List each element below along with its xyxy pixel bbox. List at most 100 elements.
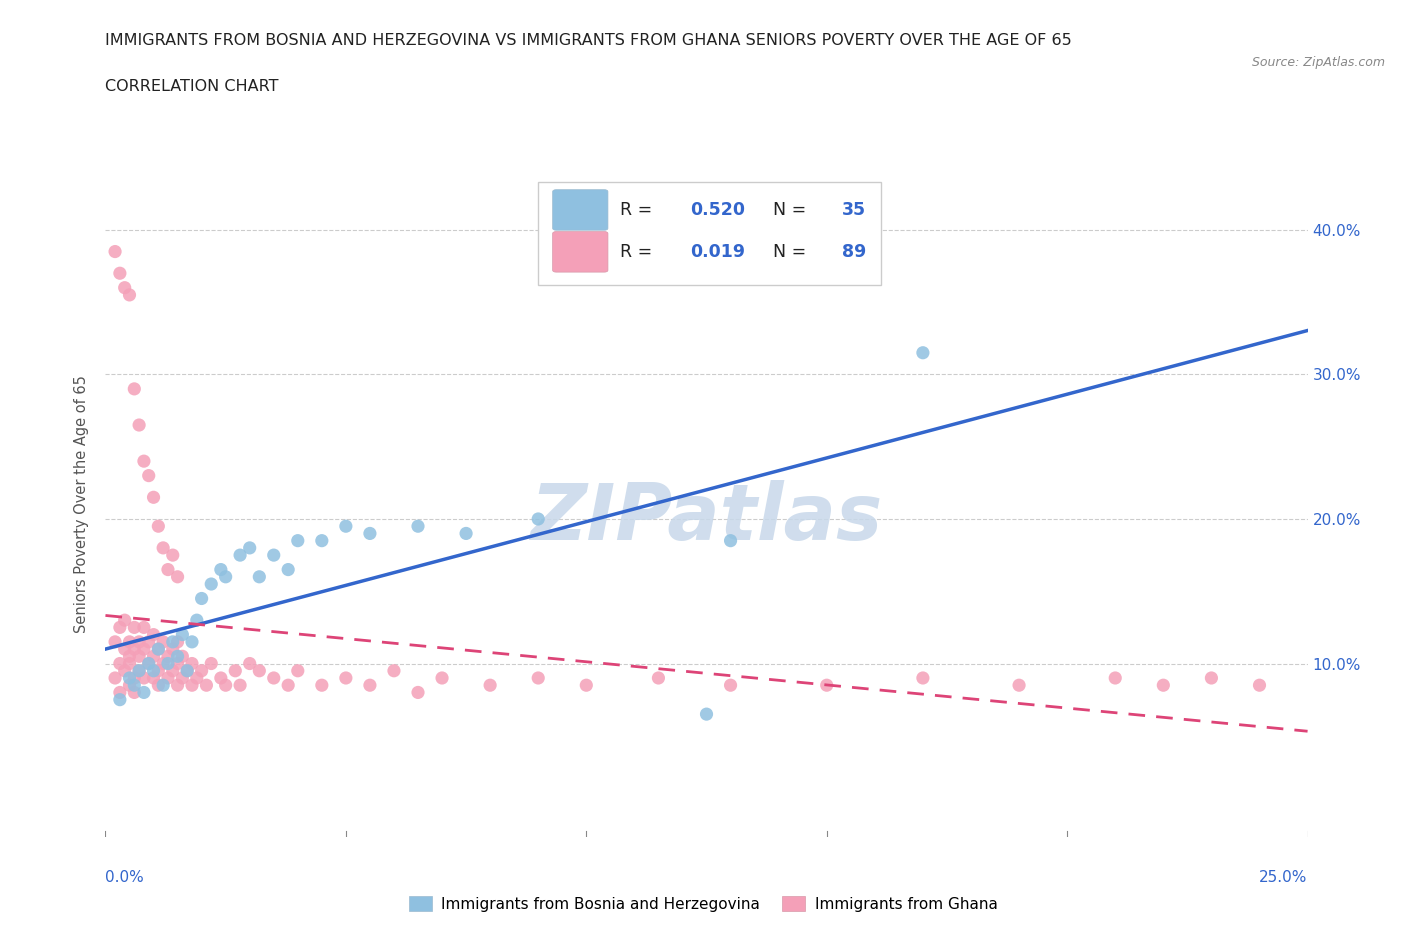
Point <box>911 671 934 685</box>
Point <box>124 620 146 635</box>
Point <box>382 663 405 678</box>
Point <box>118 671 141 685</box>
Point <box>114 280 136 295</box>
Point <box>359 678 381 693</box>
Point <box>1008 678 1031 693</box>
Point <box>247 663 270 678</box>
Point <box>132 671 155 685</box>
Point <box>108 685 131 700</box>
Point <box>166 634 188 649</box>
Point <box>209 562 232 577</box>
Point <box>287 663 309 678</box>
Point <box>406 519 429 534</box>
Point <box>696 707 718 722</box>
Point <box>132 685 155 700</box>
Point <box>224 663 246 678</box>
Point <box>156 656 179 671</box>
Point <box>124 642 146 657</box>
Point <box>152 634 174 649</box>
Text: IMMIGRANTS FROM BOSNIA AND HERZEGOVINA VS IMMIGRANTS FROM GHANA SENIORS POVERTY : IMMIGRANTS FROM BOSNIA AND HERZEGOVINA V… <box>105 33 1073 47</box>
Point <box>152 540 174 555</box>
Point <box>114 613 136 628</box>
Point <box>124 381 146 396</box>
Point <box>186 671 208 685</box>
Point <box>527 512 550 526</box>
Point <box>406 685 429 700</box>
Text: R =: R = <box>620 201 658 219</box>
Point <box>214 569 236 584</box>
Point <box>142 490 165 505</box>
Point <box>166 656 188 671</box>
Point <box>181 678 204 693</box>
Point <box>1104 671 1126 685</box>
Text: 89: 89 <box>842 243 866 260</box>
Point <box>263 671 285 685</box>
Point <box>181 656 204 671</box>
Point <box>118 656 141 671</box>
Point <box>162 634 184 649</box>
Point <box>181 634 204 649</box>
Point <box>277 562 299 577</box>
Point <box>186 613 208 628</box>
Point <box>128 649 150 664</box>
Point <box>104 244 127 259</box>
Legend: Immigrants from Bosnia and Herzegovina, Immigrants from Ghana: Immigrants from Bosnia and Herzegovina, … <box>402 889 1004 918</box>
Point <box>124 671 146 685</box>
Point <box>1152 678 1174 693</box>
Point <box>162 663 184 678</box>
Point <box>118 634 141 649</box>
Point <box>108 692 131 707</box>
Point <box>229 678 252 693</box>
Point <box>162 548 184 563</box>
Point <box>172 671 194 685</box>
Point <box>277 678 299 693</box>
Point <box>132 642 155 657</box>
Text: ZIPatlas: ZIPatlas <box>530 480 883 556</box>
Point <box>132 620 155 635</box>
Point <box>142 671 165 685</box>
Point <box>138 656 160 671</box>
Point <box>166 678 188 693</box>
Point <box>190 663 212 678</box>
Point <box>166 569 188 584</box>
Point <box>815 678 838 693</box>
Point <box>128 663 150 678</box>
Point <box>138 656 160 671</box>
Point <box>148 519 170 534</box>
Point <box>118 649 141 664</box>
Point <box>142 663 165 678</box>
Point <box>247 569 270 584</box>
Point <box>152 678 174 693</box>
Point <box>454 526 477 541</box>
Point <box>335 671 357 685</box>
Point <box>156 649 179 664</box>
Point <box>128 634 150 649</box>
Point <box>128 418 150 432</box>
Point <box>108 620 131 635</box>
Point <box>148 642 170 657</box>
Point <box>172 649 194 664</box>
Point <box>176 663 198 678</box>
Point <box>359 526 381 541</box>
Point <box>214 678 236 693</box>
Point <box>142 627 165 642</box>
Text: 0.520: 0.520 <box>690 201 745 219</box>
Text: R =: R = <box>620 243 658 260</box>
FancyBboxPatch shape <box>553 190 607 231</box>
Text: N =: N = <box>762 201 811 219</box>
Point <box>118 678 141 693</box>
Point <box>239 656 262 671</box>
Point <box>118 287 141 302</box>
Text: 0.019: 0.019 <box>690 243 745 260</box>
Point <box>138 468 160 483</box>
Point <box>166 649 188 664</box>
Text: N =: N = <box>762 243 811 260</box>
Point <box>176 663 198 678</box>
Point <box>311 533 333 548</box>
Point <box>190 591 212 606</box>
Point <box>209 671 232 685</box>
Point <box>335 519 357 534</box>
Point <box>172 627 194 642</box>
Point <box>138 634 160 649</box>
Point <box>200 656 222 671</box>
